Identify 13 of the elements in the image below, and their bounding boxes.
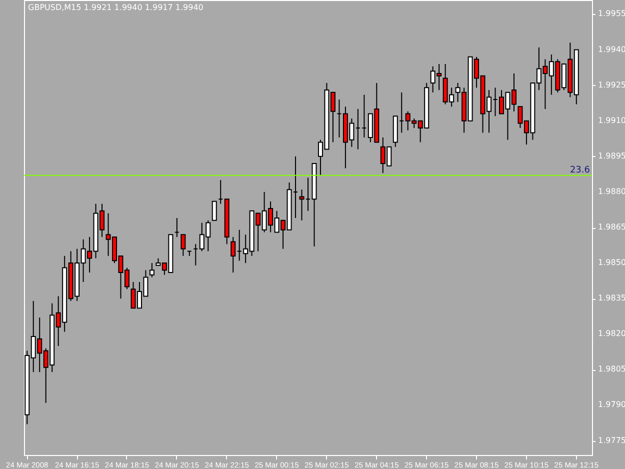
candlestick bbox=[212, 200, 217, 221]
candlestick bbox=[149, 262, 154, 278]
y-tick-label: 1.9835 bbox=[598, 294, 625, 303]
annotation: 23.6 bbox=[570, 165, 590, 176]
candlestick bbox=[180, 234, 186, 256]
y-tick-label: 1.9775 bbox=[598, 436, 625, 445]
candlestick bbox=[230, 236, 236, 274]
y-tick-label: 1.9955 bbox=[598, 9, 625, 18]
chart-title: GBPUSD,M15 1.9921 1.9940 1.9917 1.9940 bbox=[28, 3, 204, 12]
y-tick-label: 1.9925 bbox=[598, 80, 625, 90]
y-tick-label: 1.9805 bbox=[598, 364, 625, 374]
y-tick-label: 1.9895 bbox=[598, 151, 625, 160]
y-tick-label: 1.9865 bbox=[598, 222, 625, 232]
